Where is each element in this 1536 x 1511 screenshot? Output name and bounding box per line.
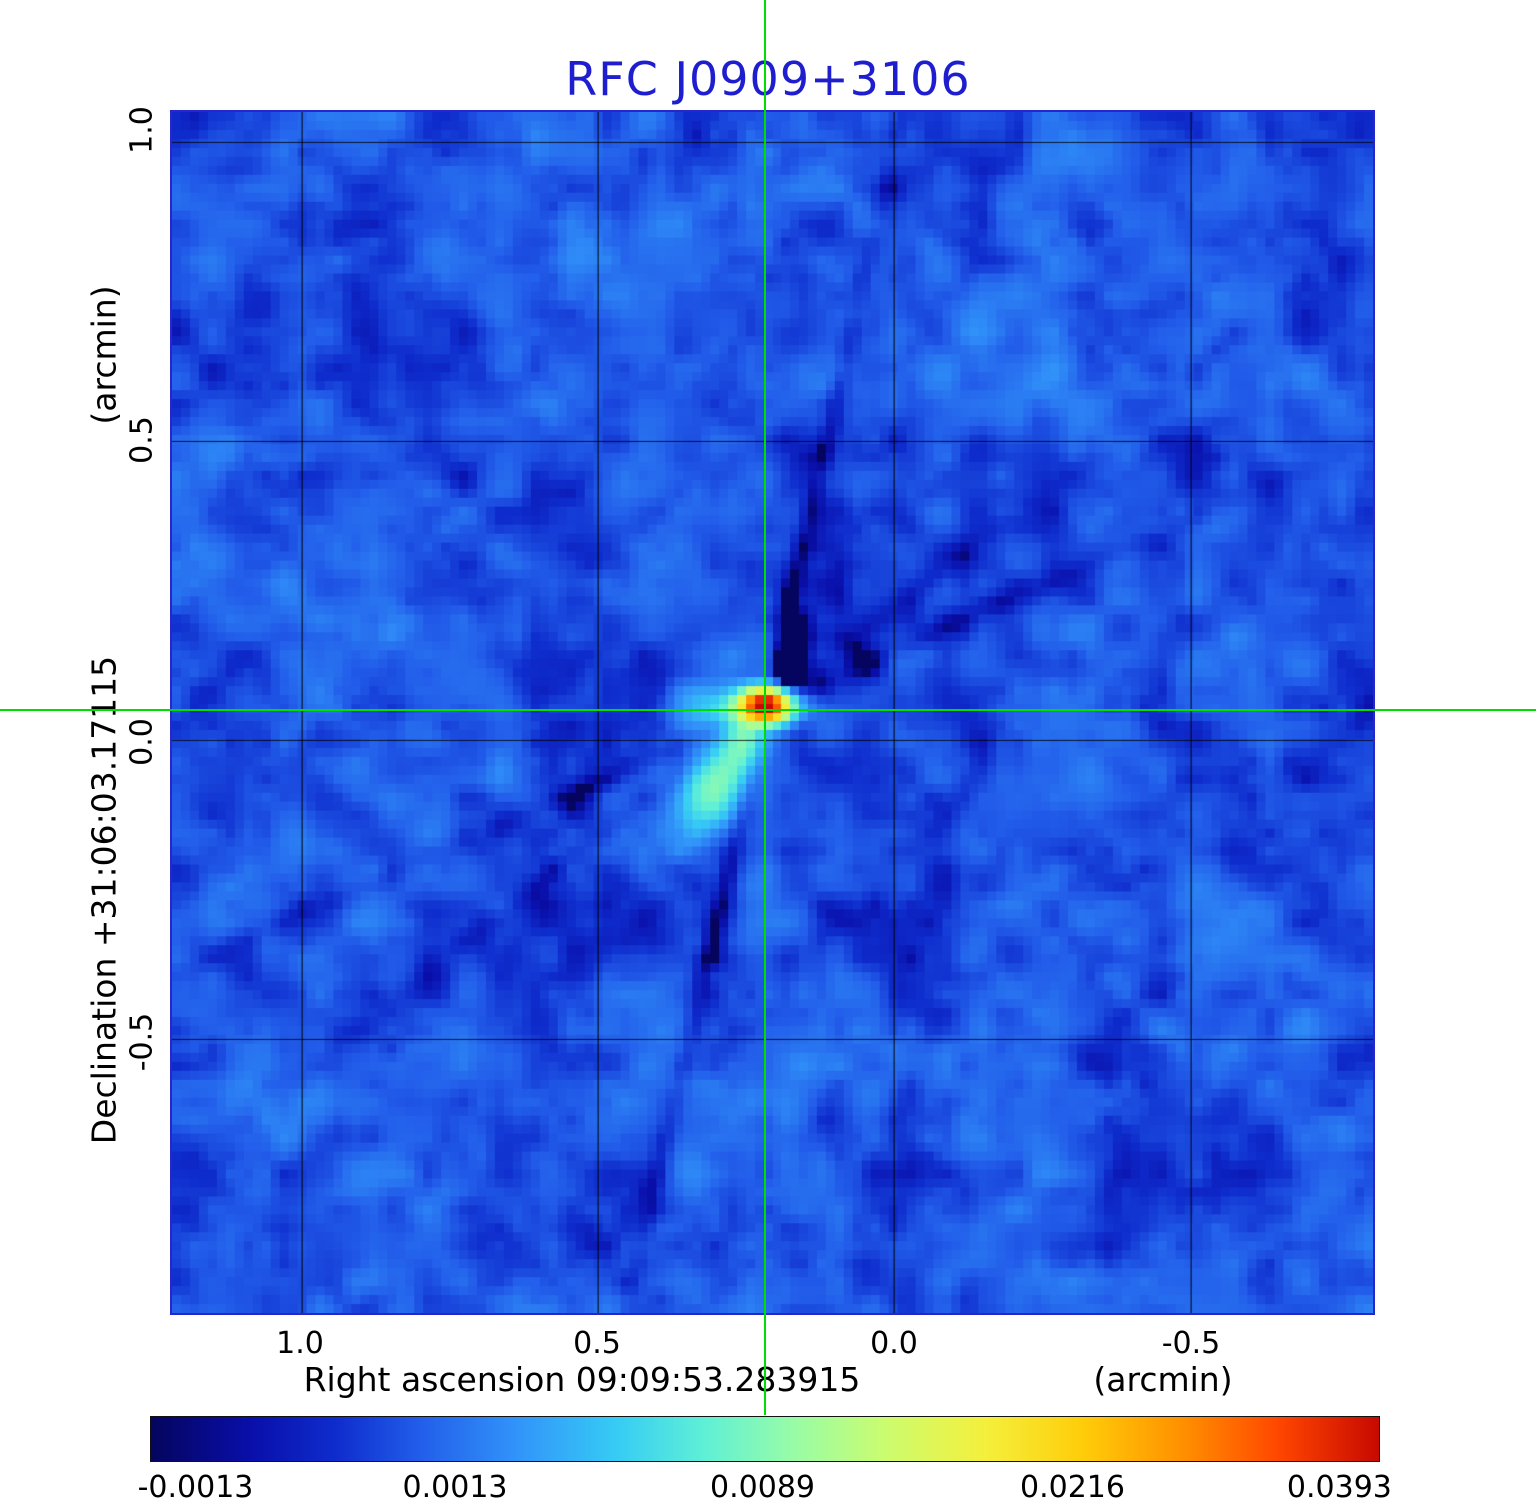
x-tick-label: 1.0	[276, 1326, 324, 1361]
x-tick-label: -0.5	[1161, 1326, 1221, 1361]
y-tick-label: -0.5	[124, 1012, 160, 1072]
crosshair-horizontal-line	[0, 709, 1536, 711]
colorbar-tick-label: 0.0216	[1020, 1470, 1125, 1505]
plot-title: RFC J0909+3106	[565, 52, 971, 106]
y-axis-title: Declination +31:06:03.17115	[84, 655, 124, 1145]
colorbar-tick-label: 0.0089	[710, 1470, 816, 1505]
y-tick-label: 1.0	[124, 106, 160, 154]
x-axis-title: Right ascension 09:09:53.283915	[303, 1360, 861, 1399]
colorbar	[150, 1416, 1380, 1462]
colorbar-tick-label: 0.0013	[402, 1470, 508, 1505]
plot-area	[170, 110, 1375, 1315]
y-tick-label: 0.5	[124, 416, 160, 464]
x-axis-unit-label: (arcmin)	[1093, 1360, 1233, 1399]
crosshair-vertical-line	[764, 0, 766, 1415]
colorbar-labels: -0.0013 0.0013 0.0089 0.0216 0.0393	[138, 1470, 1392, 1508]
radio-map-canvas	[172, 112, 1373, 1313]
y-tick-label: 0.0	[124, 718, 160, 766]
colorbar-tick-label: -0.0013	[137, 1470, 254, 1505]
colorbar-canvas	[151, 1417, 1379, 1461]
x-tick-label: 0.5	[573, 1326, 621, 1361]
y-axis-unit-label: (arcmin)	[84, 285, 124, 425]
x-tick-label: 0.0	[870, 1326, 918, 1361]
colorbar-tick-label: 0.0393	[1286, 1470, 1392, 1505]
